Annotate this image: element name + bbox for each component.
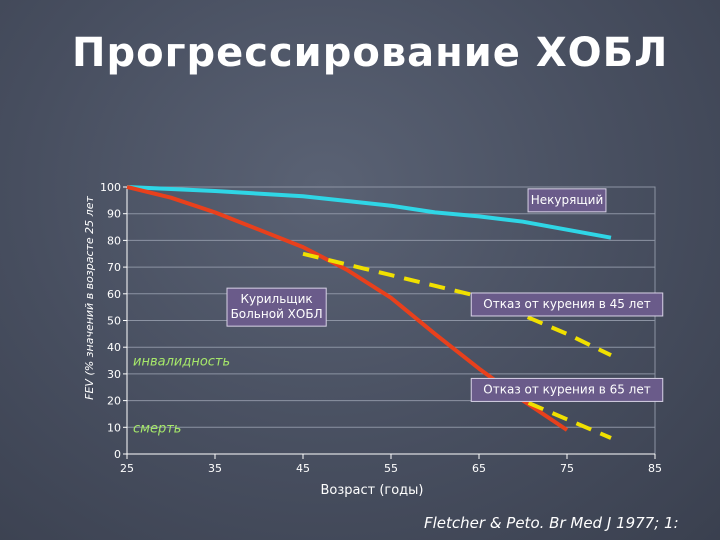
callout-label: Некурящий — [531, 193, 604, 207]
y-tick-label: 80 — [107, 234, 121, 247]
callout-label: Отказ от курения в 65 лет — [483, 382, 650, 396]
x-axis-title: Возраст (годы) — [320, 483, 423, 498]
y-tick-label: 100 — [100, 181, 121, 194]
callout-box — [470, 292, 664, 317]
y-tick-label: 90 — [107, 208, 121, 221]
y-axis-title: FEV (% значений в возрасте 25 лет — [83, 196, 96, 400]
y-tick-label: 20 — [107, 395, 121, 408]
nonsmoker-line — [126, 185, 612, 240]
axes: 0 10 20 30 40 50 60 70 80 90 100 25 35 45 55 65 75 85 — [100, 181, 662, 475]
callout-nonsmoker: Некурящий — [527, 188, 607, 213]
callout-quit-45: Отказ от курения в 45 лет — [470, 292, 664, 317]
y-tick-label: 50 — [107, 315, 121, 328]
callout-box — [527, 188, 607, 213]
y-tick-label: 10 — [107, 421, 121, 434]
callout-box — [470, 377, 664, 402]
y-tick-label: 60 — [107, 288, 121, 301]
annotations: инвалидность смерть — [133, 355, 230, 437]
quit-65-line — [478, 385, 612, 440]
callout-box — [226, 287, 327, 327]
slide-title: Прогрессирование ХОБЛ — [72, 30, 669, 76]
x-tick-label: 55 — [384, 462, 398, 475]
x-tick-label: 35 — [208, 462, 222, 475]
x-tick-label: 45 — [296, 462, 310, 475]
x-tick-label: 75 — [560, 462, 574, 475]
callout-label: Больной ХОБЛ — [231, 307, 323, 321]
x-tick-label: 65 — [472, 462, 486, 475]
grid — [126, 186, 656, 455]
citation: Fletcher & Peto. Br Med J 1977; 1: — [424, 514, 679, 532]
y-tick-label: 30 — [107, 368, 121, 381]
callout-quit-65: Отказ от курения в 65 лет — [470, 377, 664, 402]
y-tick-label: 70 — [107, 261, 121, 274]
y-tick-label: 40 — [107, 341, 121, 354]
annotation-disability: инвалидность — [133, 355, 230, 370]
callout-label: Отказ от курения в 45 лет — [483, 297, 650, 311]
x-tick-label: 25 — [120, 462, 134, 475]
y-tick-label: 0 — [114, 448, 121, 461]
annotation-death: смерть — [133, 421, 181, 436]
callout-label: Курильщик — [241, 292, 313, 306]
x-tick-label: 85 — [648, 462, 662, 475]
